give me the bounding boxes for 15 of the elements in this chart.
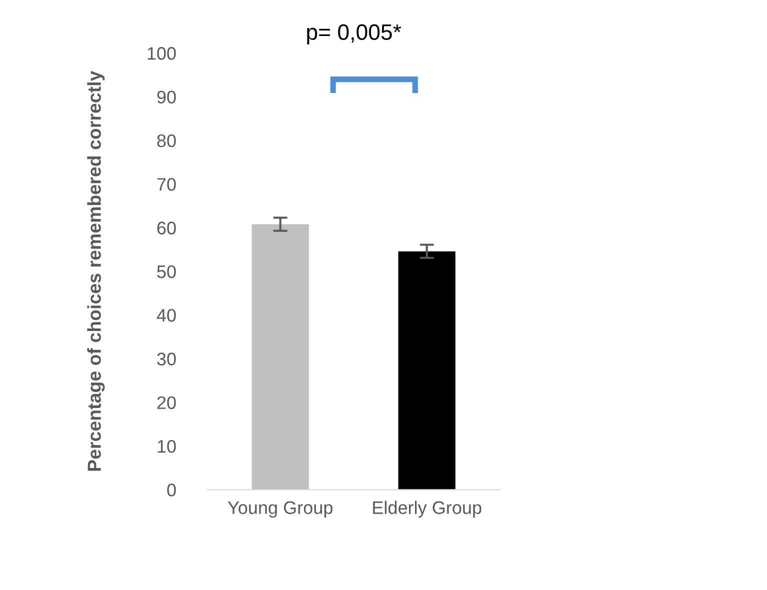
y-tick-label: 20 (157, 396, 176, 410)
y-tick-label: 60 (157, 222, 176, 234)
y-axis-title: Percentage of choices remembered correctly (87, 70, 105, 471)
y-tick-label: 50 (157, 265, 176, 278)
y-tick-label: 100 (148, 47, 176, 60)
y-tick-label: 70 (157, 178, 176, 191)
x-tick-label: Elderly Group (373, 500, 482, 518)
x-tick-label: Young Group (228, 501, 332, 518)
text: p= 0,005* (307, 24, 402, 44)
y-tick-label: 0 (167, 484, 176, 496)
y-tick-label: 30 (157, 352, 176, 366)
y-tick-label: 80 (157, 134, 176, 148)
y-tick-label: 10 (158, 440, 176, 453)
y-tick-label: 40 (156, 308, 176, 322)
y-tick-label: 90 (157, 90, 176, 104)
